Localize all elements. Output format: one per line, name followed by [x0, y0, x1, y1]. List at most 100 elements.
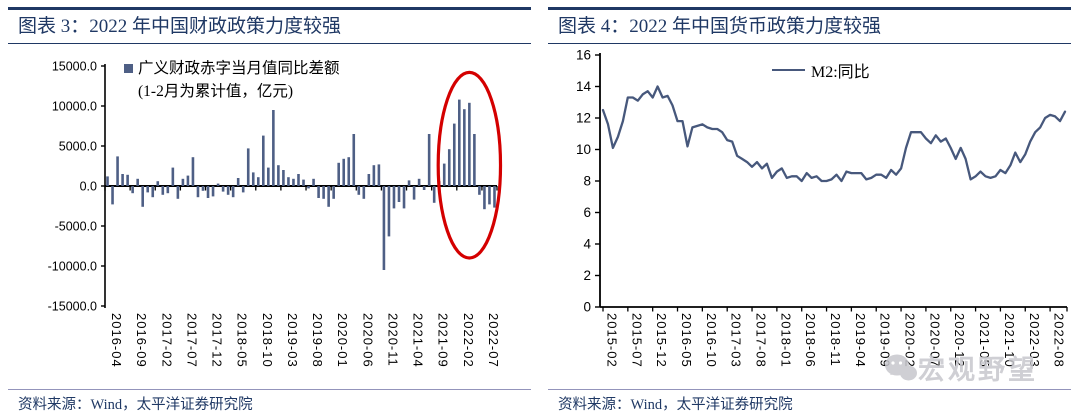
x-tick-label: 2015-12 — [654, 313, 669, 368]
bar — [317, 186, 320, 198]
bar — [141, 186, 144, 207]
bar — [282, 170, 285, 186]
x-tick-label: 2022-02 — [461, 313, 476, 368]
bar — [136, 178, 139, 186]
bar — [221, 186, 225, 192]
bar — [146, 186, 150, 193]
bar — [206, 186, 210, 198]
bar — [246, 148, 250, 186]
x-tick-label: 2018-10 — [260, 313, 275, 368]
bar — [186, 175, 190, 186]
bar — [312, 178, 315, 186]
bar — [166, 186, 170, 194]
y-tick-label: 4 — [583, 237, 591, 252]
bar — [111, 186, 114, 205]
x-tick-label: 2017-12 — [210, 313, 225, 368]
y-tick-label: 0 — [583, 300, 591, 315]
x-tick-label: 2019-08 — [310, 313, 325, 368]
y-tick-label: 0.0 — [80, 180, 97, 194]
fiscal-legend-line2: (1-2月为累计值，亿元) — [138, 83, 293, 100]
bar — [277, 165, 280, 186]
bar — [473, 134, 476, 186]
right-footer-rule — [548, 389, 1071, 390]
bar — [357, 186, 361, 195]
bar — [493, 186, 496, 208]
bar — [347, 157, 351, 186]
monetary-chart-title: 图表 4：2022 年中国货币政策力度较强 — [548, 7, 1071, 44]
bar — [447, 149, 451, 186]
bar — [412, 186, 416, 200]
x-tick-label: 2018-05 — [235, 313, 250, 368]
bar — [176, 186, 180, 199]
bar — [231, 186, 235, 198]
x-tick-label: 2021-04 — [411, 313, 426, 368]
y-tick-label: 10 — [576, 142, 591, 157]
x-tick-label: 2017-08 — [754, 313, 769, 368]
bar — [402, 186, 406, 209]
m2-legend-label: M2:同比 — [811, 64, 870, 81]
x-tick-label: 2019-03 — [285, 313, 300, 368]
m2-line-chart: 16 14 12 10 8 6 4 2 0 2015-02 2015-07 2015-12 2016-0… — [576, 48, 1068, 368]
x-tick-label: 2018-11 — [828, 313, 843, 367]
x-tick-label: 2016-04 — [109, 313, 124, 368]
bar-series-swatch — [124, 64, 133, 73]
fiscal-chart-panel: 图表 3：2022 年中国财政政策力度较强 15000.0 10000.0 5000… — [8, 7, 531, 413]
y-tick-label: 6 — [583, 205, 591, 220]
x-tick-label: 2016-05 — [679, 313, 694, 368]
bar — [226, 186, 230, 195]
bar — [427, 134, 431, 186]
bar — [241, 186, 245, 193]
bar — [322, 186, 325, 199]
x-tick-label: 2019-09 — [878, 313, 893, 368]
x-tick-label: 2020-02 — [903, 313, 918, 368]
bar — [483, 186, 486, 210]
y-tick-label: 2 — [583, 268, 591, 283]
y-tick-label: 12 — [576, 111, 591, 126]
x-tick-label: 2021-09 — [436, 313, 451, 368]
bar — [307, 186, 310, 189]
x-tick-label: 2015-07 — [629, 313, 644, 368]
x-tick-label: 2017-02 — [159, 313, 174, 368]
bar — [196, 186, 200, 198]
bar — [126, 174, 129, 186]
x-tick-label: 2020-11 — [385, 313, 400, 367]
bar — [287, 177, 290, 186]
bar — [387, 186, 391, 237]
bar — [468, 102, 471, 186]
bar — [367, 174, 371, 186]
bar — [201, 186, 205, 191]
bar — [377, 164, 381, 186]
bar — [337, 162, 340, 186]
bar — [392, 186, 396, 209]
x-tick-label: 2022-03 — [1027, 313, 1042, 368]
bar — [458, 99, 461, 186]
bar — [216, 183, 220, 186]
bar — [422, 186, 426, 190]
x-tick-label: 2022-08 — [1052, 313, 1067, 368]
m2-legend: M2:同比 — [772, 58, 870, 82]
monetary-chart-panel: 图表 4：2022 年中国货币政策力度较强 16 14 12 10 8 6 4 2 0 2015-… — [540, 0, 1080, 420]
x-tick-label: 2019-04 — [853, 313, 868, 368]
bar — [292, 178, 295, 186]
bar — [362, 186, 366, 199]
fiscal-bar-chart: 15000.0 10000.0 5000.0 0.0 -5000.0 -10000.0 -1… — [48, 60, 503, 368]
y-tick-label: 14 — [576, 79, 592, 94]
bar — [297, 174, 300, 186]
fiscal-legend-line1: 广义财政赤字当月值同比差额 — [138, 60, 340, 77]
bar — [267, 167, 270, 186]
bar — [161, 186, 165, 195]
bar — [156, 181, 160, 186]
bar — [463, 109, 466, 186]
bar — [407, 180, 411, 186]
highlight-ellipse — [436, 70, 503, 260]
bar — [397, 186, 401, 202]
bar — [262, 135, 265, 186]
y-tick-label: 8 — [583, 174, 591, 189]
bar — [191, 157, 195, 186]
bar — [151, 186, 155, 198]
bar — [352, 134, 356, 186]
bar — [327, 186, 330, 207]
x-tick-label: 2017-07 — [184, 313, 199, 368]
bar — [121, 174, 124, 186]
